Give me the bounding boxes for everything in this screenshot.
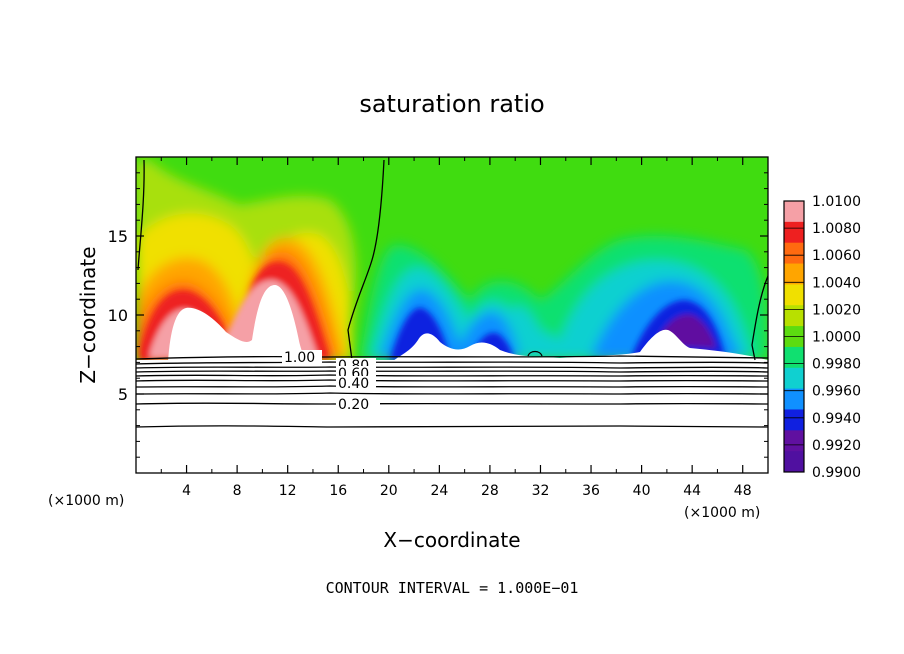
colorbar-swatch xyxy=(784,451,804,473)
colorbar-label: 0.9960 xyxy=(812,384,861,400)
contour-lines xyxy=(136,159,768,428)
colorbar-label: 0.9920 xyxy=(812,438,861,454)
colorbar-label: 1.0100 xyxy=(812,194,861,210)
lower-region xyxy=(136,360,768,473)
contour-line xyxy=(136,366,768,369)
x-axis: 4 8 12 16 20 24 28 32 36 40 44 48 xyxy=(160,157,752,499)
chart-title: saturation ratio xyxy=(359,90,544,118)
colorbar-swatch xyxy=(784,263,804,285)
x-tick-label: 12 xyxy=(279,483,297,499)
y-tick-label: 15 xyxy=(108,227,128,246)
contour-label: 0.40 xyxy=(338,376,369,392)
contour-label: 1.00 xyxy=(284,350,315,366)
contour-interval-note: CONTOUR INTERVAL = 1.000E−01 xyxy=(326,579,579,597)
colorbar-swatch xyxy=(784,242,804,265)
colorbar-swatch xyxy=(784,388,804,410)
colorbar-swatch xyxy=(784,430,804,452)
colorbar-label: 1.0000 xyxy=(812,330,861,346)
contour-line xyxy=(137,159,145,271)
colorbar-label: 1.0060 xyxy=(812,248,861,264)
contour-line xyxy=(527,350,543,357)
colorbar-swatch xyxy=(784,305,804,327)
contour-label: 0.20 xyxy=(338,397,369,413)
y-axis: 5 10 15 xyxy=(108,172,768,458)
contour-line xyxy=(136,355,768,360)
cloud-region-left xyxy=(168,285,306,362)
contour-line xyxy=(136,402,768,405)
colorbar-swatch xyxy=(784,346,804,369)
x-tick-label: 24 xyxy=(430,483,448,499)
y-axis-label: Z−coordinate xyxy=(76,246,100,383)
colorbar-label: 1.0040 xyxy=(812,275,861,291)
x-unit-left: (×1000 m) xyxy=(48,493,124,509)
contour-line xyxy=(751,275,768,361)
x-tick-label: 40 xyxy=(633,483,651,499)
x-tick-label: 20 xyxy=(380,483,398,499)
cloud-region-right xyxy=(392,329,768,363)
y-tick-label: 5 xyxy=(118,385,128,404)
y-tick-label: 10 xyxy=(108,306,128,325)
colorbar-label: 0.9940 xyxy=(812,411,861,427)
colorbar-label: 0.9900 xyxy=(812,465,861,481)
colorbar-swatch xyxy=(784,221,804,244)
x-tick-label: 32 xyxy=(532,483,550,499)
colorbar-swatch xyxy=(784,284,804,306)
colorbar: 1.0100 1.0080 1.0060 1.0040 1.0020 1.0000 0.99… xyxy=(783,194,861,481)
contour-line xyxy=(136,361,768,365)
colorbar-label: 1.0020 xyxy=(812,302,861,318)
x-tick-label: 36 xyxy=(582,483,600,499)
contour-line xyxy=(136,379,768,382)
colorbar-swatch xyxy=(784,409,804,431)
contour-line xyxy=(136,425,768,428)
saturation-field: 1.00 0.80 0.60 0.40 0.20 xyxy=(136,157,768,473)
contour-line xyxy=(136,385,768,388)
colorbar-label: 1.0080 xyxy=(812,221,861,237)
contour-line xyxy=(136,370,768,373)
x-unit-right: (×1000 m) xyxy=(684,505,760,521)
x-axis-label: X−coordinate xyxy=(383,528,520,552)
x-tick-label: 44 xyxy=(683,483,701,499)
contour-line xyxy=(347,159,385,361)
contour-label-group: 1.00 0.80 0.60 0.40 0.20 xyxy=(282,350,380,413)
x-tick-label: 48 xyxy=(734,483,752,499)
x-tick-label: 8 xyxy=(233,483,242,499)
colorbar-swatch xyxy=(784,367,804,390)
x-tick-label: 28 xyxy=(481,483,499,499)
colorbar-swatch xyxy=(784,201,804,223)
colorbar-label: 0.9980 xyxy=(812,357,861,373)
contour-line xyxy=(136,392,768,395)
x-tick-label: 16 xyxy=(329,483,347,499)
contour-line xyxy=(136,374,768,377)
x-tick-label: 4 xyxy=(182,483,191,499)
